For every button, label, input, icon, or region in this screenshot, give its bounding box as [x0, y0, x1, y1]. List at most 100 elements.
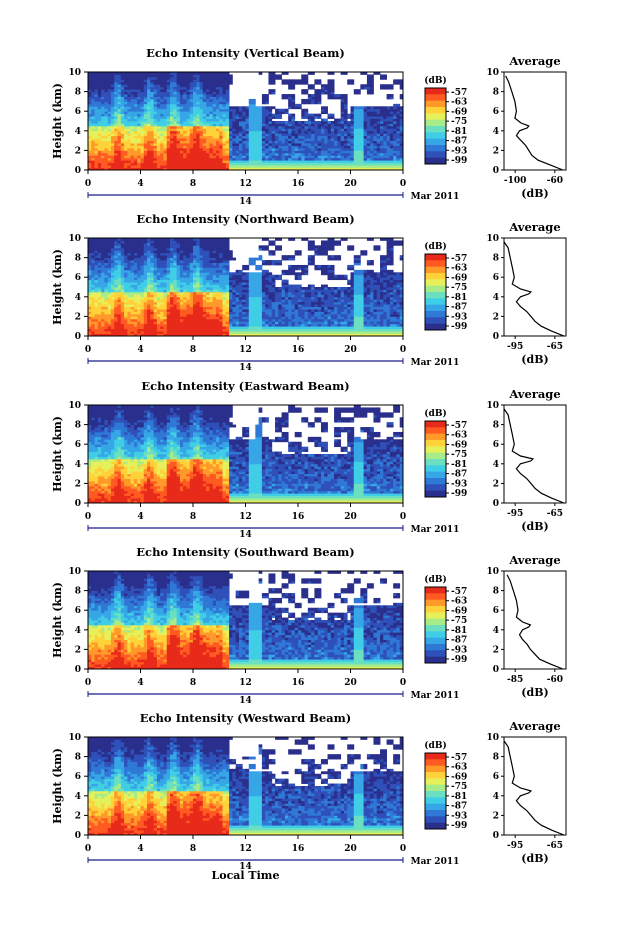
heatmap-cell [281, 165, 286, 168]
heatmap-cell [199, 106, 204, 110]
heatmap-cell [133, 145, 138, 149]
heatmap-cell [150, 250, 155, 254]
heatmap-cell [219, 313, 223, 317]
heatmap-cell [127, 113, 132, 117]
heatmap-cell [212, 128, 217, 132]
heatmap-cell [307, 155, 312, 159]
heatmap-cell [153, 260, 158, 263]
heatmap-cell [252, 155, 256, 159]
heatmap-cell [179, 79, 184, 83]
heatmap-cell [114, 301, 118, 305]
heatmap-cell [202, 128, 207, 132]
heatmap-cell [363, 165, 368, 168]
heatmap-cell [206, 140, 210, 144]
heatmap-cell [360, 123, 365, 127]
heatmap-cell [101, 260, 105, 263]
heatmap-cell [248, 152, 253, 156]
heatmap-cell [275, 162, 279, 166]
heatmap-cell [160, 111, 164, 115]
heatmap-cell [206, 86, 210, 90]
heatmap-cell [88, 252, 92, 256]
heatmap-cell [133, 86, 138, 90]
heatmap-cell [222, 282, 227, 285]
heatmap-cell [114, 284, 118, 288]
heatmap-cell [265, 133, 269, 137]
heatmap-cell [176, 328, 181, 332]
heatmap-cell [153, 128, 158, 132]
heatmap-cell [114, 323, 118, 327]
heatmap-cell [202, 118, 207, 122]
heatmap-cell [94, 143, 99, 146]
heatmap-cell [199, 143, 204, 146]
heatmap-cell [337, 157, 342, 161]
heatmap-cell [294, 138, 299, 141]
heatmap-cell [124, 262, 128, 266]
heatmap-cell [183, 262, 187, 266]
heatmap-cell [117, 242, 122, 246]
heatmap-cell [206, 304, 210, 307]
heatmap-cell [107, 81, 112, 85]
heatmap-cell [284, 160, 289, 164]
heatmap-cell [222, 323, 227, 327]
heatmap-cell [386, 133, 391, 137]
heatmap-cell [140, 291, 145, 295]
heatmap-cell [370, 152, 374, 156]
heatmap-cell [219, 76, 223, 80]
heatmap-cell [163, 160, 168, 164]
heatmap-cell [219, 160, 223, 164]
heatmap-cell [281, 79, 286, 83]
heatmap-cell [88, 96, 92, 100]
heatmap-cell [320, 111, 325, 115]
heatmap-cell [199, 260, 204, 263]
heatmap-cell [212, 279, 217, 283]
heatmap-cell [110, 118, 115, 122]
heatmap-cell [147, 91, 151, 95]
heatmap-cell [399, 157, 404, 161]
heatmap-cell [130, 306, 135, 310]
heatmap-cell [143, 130, 148, 134]
heatmap-cell [91, 277, 95, 281]
average-x-label: (dB) [521, 187, 548, 200]
heatmap-cell [130, 108, 135, 112]
heatmap-cell [199, 309, 204, 312]
heatmap-cell [183, 130, 187, 134]
heatmap-cell [166, 326, 171, 330]
heatmap-cell [193, 264, 197, 268]
heatmap-cell [314, 140, 319, 144]
heatmap-cell [386, 152, 391, 156]
heatmap-cell [215, 157, 220, 161]
heatmap-cell [212, 311, 217, 315]
heatmap-cell [275, 152, 279, 156]
heatmap-cell [150, 311, 155, 315]
heatmap-cell [120, 262, 125, 266]
heatmap-cell [140, 250, 145, 254]
heatmap-cell [176, 81, 181, 85]
heatmap-cell [320, 145, 325, 149]
heatmap-cell [212, 133, 217, 137]
heatmap-cell [196, 91, 200, 95]
heatmap-cell [137, 291, 141, 295]
heatmap-cell [117, 128, 122, 132]
heatmap-cell [396, 116, 401, 119]
heatmap-cell [130, 165, 135, 168]
heatmap-cell [248, 155, 253, 159]
heatmap-cell [91, 301, 95, 305]
heatmap-cell [396, 111, 401, 115]
heatmap-cell [170, 255, 174, 258]
heatmap-cell [183, 257, 187, 261]
heatmap-cell [124, 264, 128, 268]
heatmap-cell [170, 108, 174, 112]
heatmap-cell [156, 272, 161, 276]
heatmap-cell [304, 138, 309, 141]
heatmap-cell [225, 116, 230, 119]
heatmap-cell [166, 306, 171, 310]
heatmap-cell [242, 133, 246, 137]
heatmap-cell [363, 160, 368, 164]
heatmap-cell [330, 94, 335, 97]
heatmap-cell [206, 138, 210, 141]
heatmap-cell [202, 84, 207, 88]
heatmap-cell [353, 113, 358, 117]
heatmap-cell [173, 140, 177, 144]
heatmap-cell [219, 323, 223, 327]
heatmap-cell [183, 289, 187, 293]
